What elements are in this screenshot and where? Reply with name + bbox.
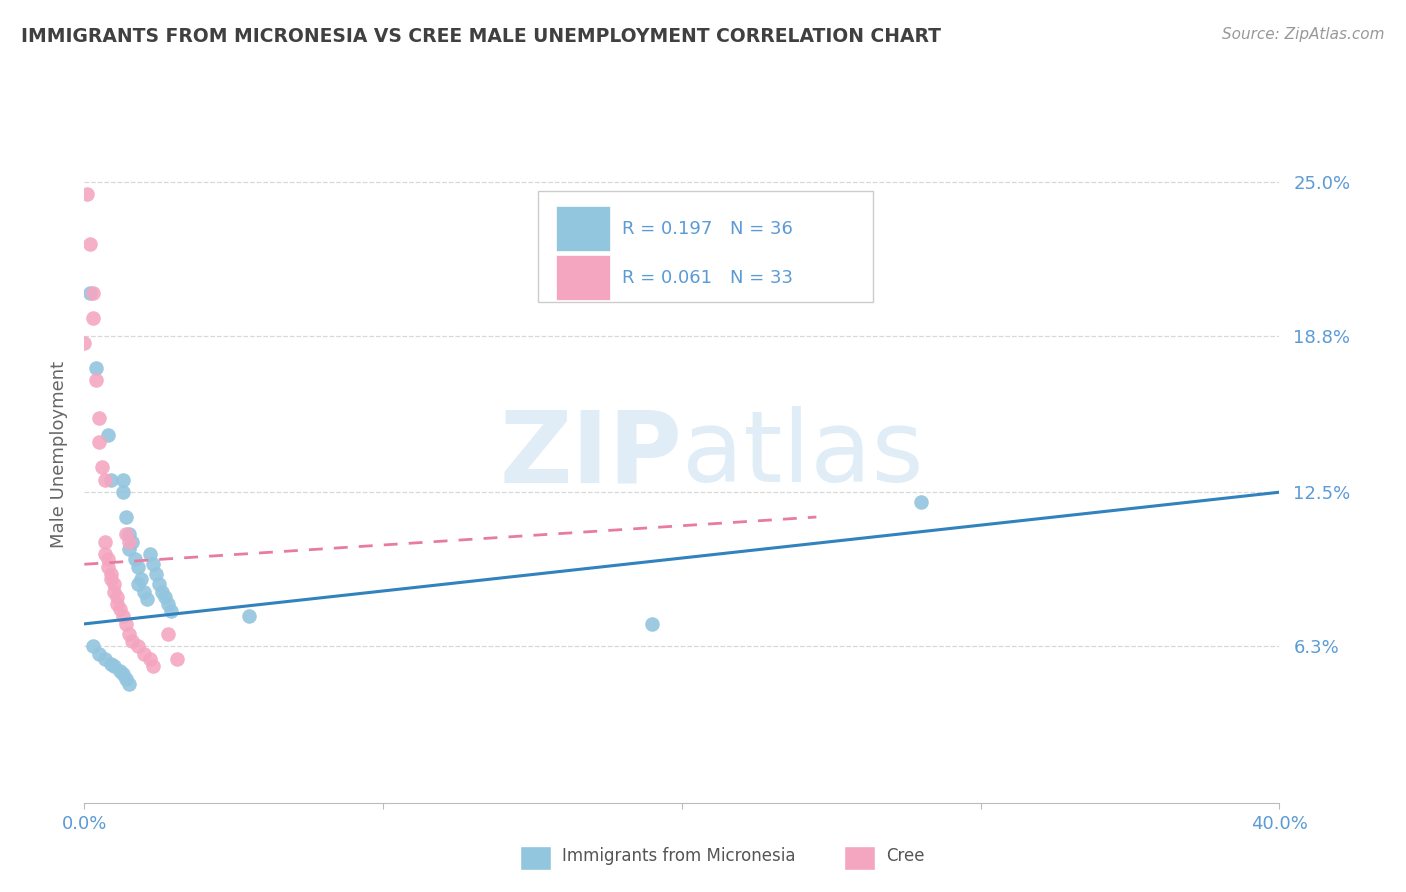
Point [157, 597, 180, 611]
Point [139, 547, 162, 561]
Point [150, 584, 173, 599]
Point [121, 535, 143, 549]
Point [89, 435, 111, 450]
Text: Source: ZipAtlas.com: Source: ZipAtlas.com [1222, 27, 1385, 42]
Point [97, 552, 120, 566]
Point [166, 651, 188, 665]
Point [89, 410, 111, 425]
Text: N = 36: N = 36 [730, 219, 793, 238]
Point [127, 577, 149, 591]
Point [110, 664, 132, 678]
Point [105, 597, 128, 611]
Point [112, 485, 135, 500]
Text: atlas: atlas [682, 407, 924, 503]
Text: Immigrants from Micronesia: Immigrants from Micronesia [562, 847, 796, 865]
Point [110, 602, 132, 616]
Point [82, 311, 104, 326]
Point [118, 535, 141, 549]
Point [86, 361, 108, 376]
Point [105, 590, 128, 604]
Point [86, 373, 108, 387]
Point [142, 558, 165, 572]
FancyBboxPatch shape [538, 191, 873, 301]
Point [115, 672, 138, 686]
Point [82, 639, 104, 653]
FancyBboxPatch shape [557, 206, 610, 252]
Point [157, 627, 180, 641]
Point [118, 627, 141, 641]
Point [118, 676, 141, 690]
Point [641, 616, 664, 631]
Point [89, 647, 111, 661]
Point [136, 592, 159, 607]
Point [142, 659, 165, 673]
Point [94, 535, 117, 549]
Point [115, 510, 138, 524]
Point [73, 336, 96, 351]
Point [76, 187, 98, 202]
Point [132, 647, 156, 661]
Point [97, 428, 120, 442]
Point [153, 590, 176, 604]
Point [124, 552, 146, 566]
Text: R = 0.061: R = 0.061 [621, 268, 713, 286]
Point [139, 651, 162, 665]
Point [121, 634, 143, 648]
Text: IMMIGRANTS FROM MICRONESIA VS CREE MALE UNEMPLOYMENT CORRELATION CHART: IMMIGRANTS FROM MICRONESIA VS CREE MALE … [21, 27, 941, 45]
Point [100, 572, 122, 586]
Point [94, 473, 117, 487]
Point [100, 567, 122, 582]
Point [145, 567, 167, 582]
Y-axis label: Male Unemployment: Male Unemployment [49, 361, 67, 549]
Point [103, 659, 125, 673]
Point [115, 527, 138, 541]
Point [115, 616, 138, 631]
Point [100, 657, 122, 671]
Point [79, 286, 101, 301]
Point [148, 577, 170, 591]
Point [127, 559, 149, 574]
Point [82, 286, 104, 301]
Point [103, 584, 125, 599]
Point [79, 236, 101, 251]
Point [129, 572, 152, 586]
Point [103, 577, 125, 591]
Point [910, 495, 932, 509]
Point [112, 666, 135, 681]
Text: R = 0.197: R = 0.197 [621, 219, 713, 238]
Point [97, 559, 120, 574]
Point [238, 609, 260, 624]
Point [112, 473, 135, 487]
Point [132, 584, 156, 599]
Point [118, 527, 141, 541]
Point [100, 473, 122, 487]
Text: Cree: Cree [886, 847, 924, 865]
Point [91, 460, 114, 475]
Point [94, 547, 117, 561]
Point [94, 651, 117, 665]
Point [127, 639, 149, 653]
Text: N = 33: N = 33 [730, 268, 793, 286]
Point [160, 605, 183, 619]
Point [112, 609, 135, 624]
FancyBboxPatch shape [557, 255, 610, 300]
Text: ZIP: ZIP [499, 407, 682, 503]
Point [118, 542, 141, 557]
